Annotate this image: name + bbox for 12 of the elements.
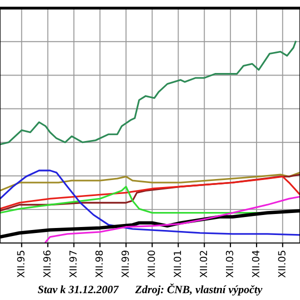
x-tick-label: XII.97 [69,250,77,278]
x-tick-label: XII.04 [252,250,260,278]
x-tick-label: XII.03 [226,250,234,278]
x-tick-label: XII.02 [200,250,208,278]
x-tick-label: XII.01 [174,250,182,278]
x-tick-label: XII.95 [17,250,24,278]
x-tick-label: XII.96 [43,250,51,278]
x-tick-label: XII.00 [148,250,155,278]
x-tick-label: XII.05 [278,250,286,278]
x-tick-label: XII.98 [95,250,103,278]
x-tick-label: XII.99 [121,250,129,278]
text: Stav k 31.12.2007 Zdroj: ČNB, vlastní výpočty [38,283,262,296]
